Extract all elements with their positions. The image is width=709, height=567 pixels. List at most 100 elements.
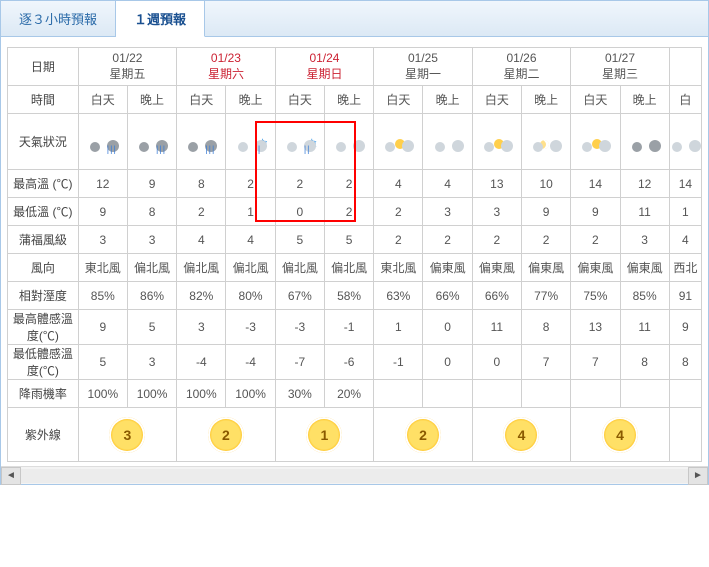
- val-feels-high: 9: [78, 310, 127, 345]
- uv-icon: 1: [306, 417, 342, 453]
- val-humidity: 66%: [423, 282, 472, 310]
- row-label-time: 時間: [8, 86, 79, 114]
- val-beaufort-cut: 4: [669, 226, 701, 254]
- val-beaufort: 3: [127, 226, 176, 254]
- uv-icon: 3: [109, 417, 145, 453]
- val-beaufort: 4: [226, 226, 275, 254]
- val-precip: 100%: [127, 380, 176, 408]
- val-wind: 偏東風: [571, 254, 620, 282]
- val-beaufort: 2: [521, 226, 570, 254]
- val-beaufort: 3: [78, 226, 127, 254]
- time-night: 晚上: [324, 86, 373, 114]
- tab-3hour[interactable]: 逐３小時預報: [1, 1, 116, 36]
- uv-cell: 2: [374, 408, 473, 462]
- val-low: 11: [620, 198, 669, 226]
- val-beaufort: 2: [571, 226, 620, 254]
- val-beaufort: 2: [423, 226, 472, 254]
- val-wind: 偏東風: [521, 254, 570, 282]
- weather-icon: [521, 114, 570, 170]
- time-day: 白天: [177, 86, 226, 114]
- val-low: 2: [374, 198, 423, 226]
- date-cell: 01/27星期三: [571, 48, 670, 86]
- val-humidity: 63%: [374, 282, 423, 310]
- val-wind: 偏北風: [177, 254, 226, 282]
- uv-cell-cut: [669, 408, 701, 462]
- weather-icon: [620, 114, 669, 170]
- val-humidity: 82%: [177, 282, 226, 310]
- val-humidity: 77%: [521, 282, 570, 310]
- time-night: 晚上: [127, 86, 176, 114]
- time-day: 白天: [275, 86, 324, 114]
- uv-icon: 2: [208, 417, 244, 453]
- val-humidity: 67%: [275, 282, 324, 310]
- val-feels-high: 11: [472, 310, 521, 345]
- scroll-right-button[interactable]: ►: [688, 467, 708, 485]
- date-cell: 01/24星期日: [275, 48, 374, 86]
- row-label-wind: 風向: [8, 254, 79, 282]
- weather-icon: [324, 114, 373, 170]
- val-low: 3: [423, 198, 472, 226]
- val-wind: 偏北風: [127, 254, 176, 282]
- val-precip: 100%: [177, 380, 226, 408]
- time-night: 晚上: [226, 86, 275, 114]
- forecast-table: 日期 01/22星期五 01/23星期六 01/24星期日 01/25星期一 0…: [7, 47, 702, 462]
- val-humidity: 66%: [472, 282, 521, 310]
- val-precip: [521, 380, 570, 408]
- val-high-cut: 14: [669, 170, 701, 198]
- weather-icon-cut: [669, 114, 701, 170]
- uv-icon: 2: [405, 417, 441, 453]
- val-precip: [620, 380, 669, 408]
- val-low: 9: [78, 198, 127, 226]
- horizontal-scrollbar[interactable]: ◄ ►: [1, 466, 708, 484]
- weather-icon: ❄||: [226, 114, 275, 170]
- row-label-low: 最低溫 (℃): [8, 198, 79, 226]
- val-low: 2: [177, 198, 226, 226]
- val-feels-high: -3: [226, 310, 275, 345]
- time-day: 白天: [571, 86, 620, 114]
- uv-cell: 1: [275, 408, 374, 462]
- uv-cell: 2: [177, 408, 276, 462]
- val-beaufort: 2: [374, 226, 423, 254]
- date-cell: 01/22星期五: [78, 48, 177, 86]
- scroll-track[interactable]: [21, 469, 688, 483]
- row-label-humidity: 相對溼度: [8, 282, 79, 310]
- weather-icon: [571, 114, 620, 170]
- val-wind: 偏北風: [226, 254, 275, 282]
- val-low: 9: [571, 198, 620, 226]
- val-feels-low: 7: [521, 345, 570, 380]
- val-feels-high: 1: [374, 310, 423, 345]
- weather-icon: [423, 114, 472, 170]
- val-feels-low-cut: 8: [669, 345, 701, 380]
- val-humidity: 58%: [324, 282, 373, 310]
- val-precip: [472, 380, 521, 408]
- val-feels-low: 7: [571, 345, 620, 380]
- val-feels-low: -6: [324, 345, 373, 380]
- val-feels-low: 5: [78, 345, 127, 380]
- val-high: 10: [521, 170, 570, 198]
- val-precip: 20%: [324, 380, 373, 408]
- val-feels-high: -3: [275, 310, 324, 345]
- val-feels-low: -4: [226, 345, 275, 380]
- row-label-feels-high: 最高體感溫度(℃): [8, 310, 79, 345]
- val-feels-low: 3: [127, 345, 176, 380]
- val-high: 9: [127, 170, 176, 198]
- val-precip: [571, 380, 620, 408]
- row-label-beaufort: 蒲福風級: [8, 226, 79, 254]
- val-wind: 偏東風: [472, 254, 521, 282]
- time-night: 晚上: [620, 86, 669, 114]
- tab-1week[interactable]: １週預報: [116, 1, 205, 37]
- val-low: 0: [275, 198, 324, 226]
- scroll-left-button[interactable]: ◄: [1, 467, 21, 485]
- weather-icon: |||: [127, 114, 176, 170]
- val-feels-high: -1: [324, 310, 373, 345]
- val-wind: 偏東風: [620, 254, 669, 282]
- row-label-high: 最高溫 (℃): [8, 170, 79, 198]
- date-cell: 01/25星期一: [374, 48, 473, 86]
- val-low: 2: [324, 198, 373, 226]
- val-humidity: 80%: [226, 282, 275, 310]
- val-wind-cut: 西北: [669, 254, 701, 282]
- val-humidity: 75%: [571, 282, 620, 310]
- val-feels-high-cut: 9: [669, 310, 701, 345]
- time-night: 晚上: [423, 86, 472, 114]
- date-cell-cut: [669, 48, 701, 86]
